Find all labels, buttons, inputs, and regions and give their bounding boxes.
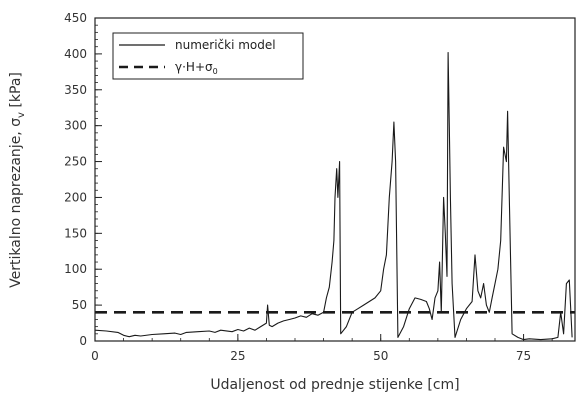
legend: numerički model γ·H+σ0: [112, 32, 304, 80]
x-tick-label: 0: [91, 349, 99, 363]
y-tick-label: 0: [79, 334, 87, 348]
x-tick-label: 75: [516, 349, 531, 363]
legend-box: [112, 32, 304, 80]
y-tick-label: 200: [64, 190, 87, 204]
x-tick-label: 50: [373, 349, 388, 363]
y-tick-label: 400: [64, 47, 87, 61]
y-axis-title-unit: [kPa]: [8, 72, 24, 112]
series-line-numeric-model: [94, 51, 573, 341]
y-tick-label: 450: [64, 11, 87, 25]
y-axis-title: Vertikalno naprezanje, σv [kPa]: [8, 72, 27, 288]
legend-label-reference-sub: 0: [213, 67, 218, 76]
legend-label-reference: γ·H+σ0: [175, 60, 218, 76]
y-tick-label: 50: [72, 298, 87, 312]
y-axis-title-sub: v: [16, 112, 27, 118]
y-tick-label: 100: [64, 262, 87, 276]
y-tick-label: 150: [64, 226, 87, 240]
legend-label-numeric-model: numerički model: [175, 38, 276, 52]
y-tick-label: 250: [64, 155, 87, 169]
y-tick-labels: 0 50 100 150 200 250 300 350 400 450: [64, 11, 87, 348]
y-axis-title-main: Vertikalno naprezanje, σ: [8, 118, 24, 288]
y-tick-label: 300: [64, 119, 87, 133]
plot-frame: [94, 17, 576, 342]
y-tick-label: 350: [64, 83, 87, 97]
series-layer: [94, 51, 575, 341]
x-axis-title: Udaljenost od prednje stijenke [cm]: [210, 377, 459, 393]
legend-label-reference-main: γ·H+σ: [175, 60, 213, 74]
x-tick-label: 25: [230, 349, 245, 363]
x-tick-labels: 0 25 50 75: [91, 349, 531, 363]
